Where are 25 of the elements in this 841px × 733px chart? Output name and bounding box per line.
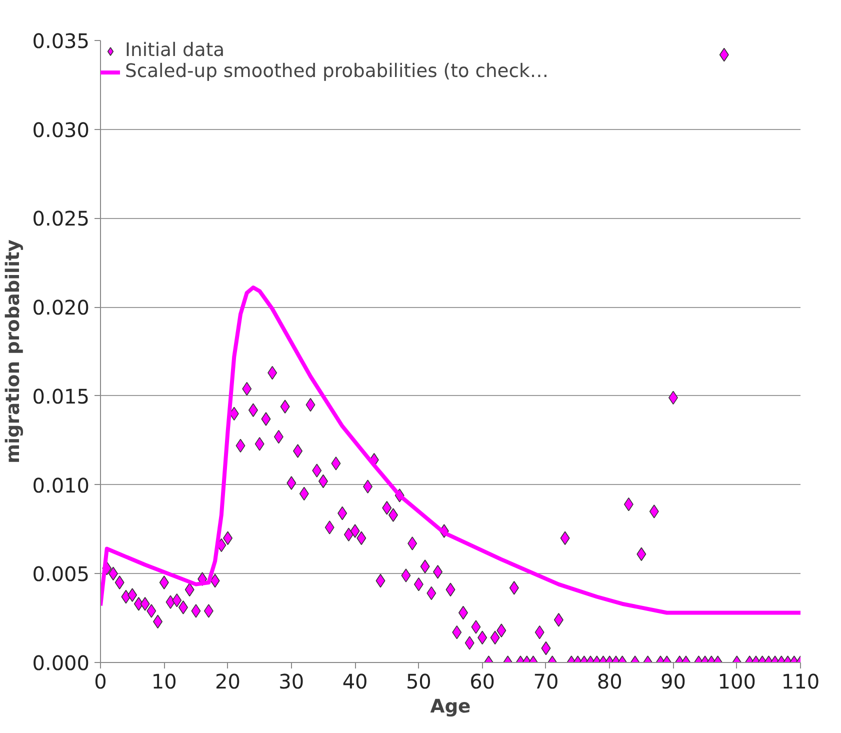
x-tick-label: 30 bbox=[278, 670, 304, 694]
x-tick-label: 90 bbox=[660, 670, 686, 694]
legend-label: Initial data bbox=[125, 40, 225, 61]
y-tick-label: 0.005 bbox=[32, 562, 90, 586]
y-tick-label: 0.020 bbox=[32, 296, 90, 320]
x-tick-label: 80 bbox=[596, 670, 622, 694]
y-tick-label: 0.025 bbox=[32, 206, 90, 231]
x-tick-label: 100 bbox=[718, 670, 756, 694]
x-tick-label: 20 bbox=[215, 670, 240, 694]
y-tick-label: 0.000 bbox=[32, 651, 90, 675]
y-tick-label: 0.010 bbox=[32, 473, 90, 498]
x-tick-label: 40 bbox=[342, 670, 368, 694]
y-tick-label: 0.035 bbox=[32, 29, 90, 53]
x-axis-title: Age bbox=[430, 696, 471, 718]
x-tick-label: 60 bbox=[470, 670, 496, 694]
line-series bbox=[100, 286, 800, 615]
y-tick-label: 0.030 bbox=[32, 118, 90, 142]
legend-label: Scaled-up smoothed probabilities (to check… bbox=[125, 61, 549, 82]
x-tick-label: 50 bbox=[406, 670, 432, 694]
x-tick-label: 110 bbox=[781, 670, 820, 694]
y-tick-label: 0.015 bbox=[32, 384, 90, 408]
x-tick-label: 70 bbox=[533, 670, 559, 694]
x-tick-label: 10 bbox=[151, 670, 177, 694]
x-tick-label: 0 bbox=[94, 670, 107, 694]
y-axis-title: migration probability bbox=[3, 240, 24, 464]
